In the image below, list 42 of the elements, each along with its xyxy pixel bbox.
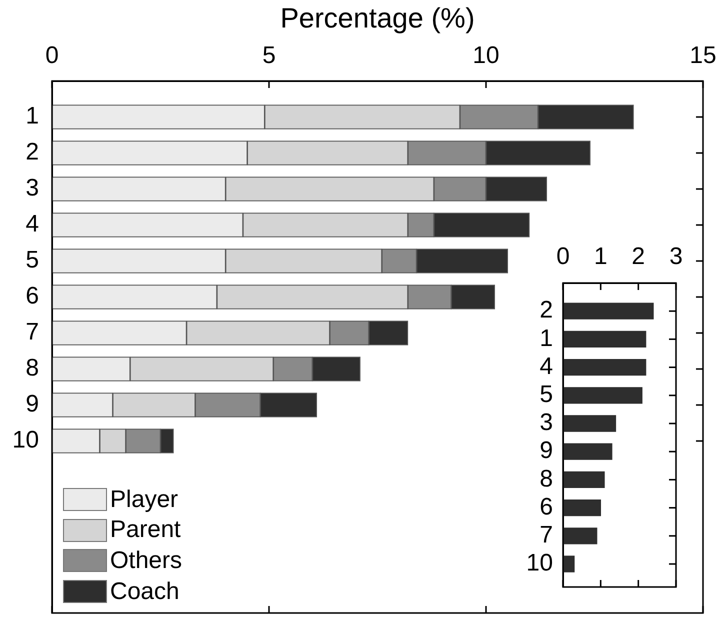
y-tick-label: 2 <box>26 138 39 166</box>
y-tick-label: 10 <box>12 426 39 454</box>
y-tick-label: 7 <box>26 318 39 346</box>
y-tick-label: 9 <box>540 437 553 464</box>
bar <box>563 556 575 572</box>
x-tick-label: 5 <box>262 42 276 70</box>
legend-label: Parent <box>110 516 181 544</box>
bar <box>563 358 646 376</box>
x-tick-label: 10 <box>472 42 500 70</box>
bar <box>563 443 612 460</box>
bar <box>563 415 616 432</box>
bar <box>563 387 642 404</box>
y-tick-label: 7 <box>540 522 553 549</box>
bar <box>563 528 598 544</box>
x-tick-label: 15 <box>690 42 716 70</box>
bar <box>563 302 654 320</box>
legend-label: Others <box>110 546 182 574</box>
y-tick-label: 3 <box>540 409 553 436</box>
x-tick-label: 2 <box>632 243 646 270</box>
y-tick-label: 8 <box>26 354 39 382</box>
bar <box>563 499 601 516</box>
y-tick-label: 4 <box>540 352 553 380</box>
y-tick-label: 4 <box>26 210 39 238</box>
y-tick-label: 1 <box>26 102 39 130</box>
y-tick-label: 1 <box>540 324 553 352</box>
y-tick-label: 2 <box>540 296 553 324</box>
bar <box>563 330 646 348</box>
x-tick-label: 0 <box>556 243 570 270</box>
y-tick-label: 6 <box>540 493 553 520</box>
y-tick-label: 10 <box>526 550 553 577</box>
y-tick-label: 8 <box>540 465 553 492</box>
x-tick-label: 1 <box>594 243 608 270</box>
y-tick-label: 6 <box>26 282 39 310</box>
x-tick-label: 0 <box>45 42 59 70</box>
x-axis-title: Percentage (%) <box>280 2 475 34</box>
bar <box>563 471 605 488</box>
y-tick-label: 3 <box>26 174 39 202</box>
y-tick-label: 5 <box>540 381 553 408</box>
x-tick-label: 3 <box>669 243 683 270</box>
legend-label: Coach <box>110 578 180 605</box>
y-tick-label: 9 <box>26 390 39 418</box>
legend-label: Player <box>110 486 178 513</box>
